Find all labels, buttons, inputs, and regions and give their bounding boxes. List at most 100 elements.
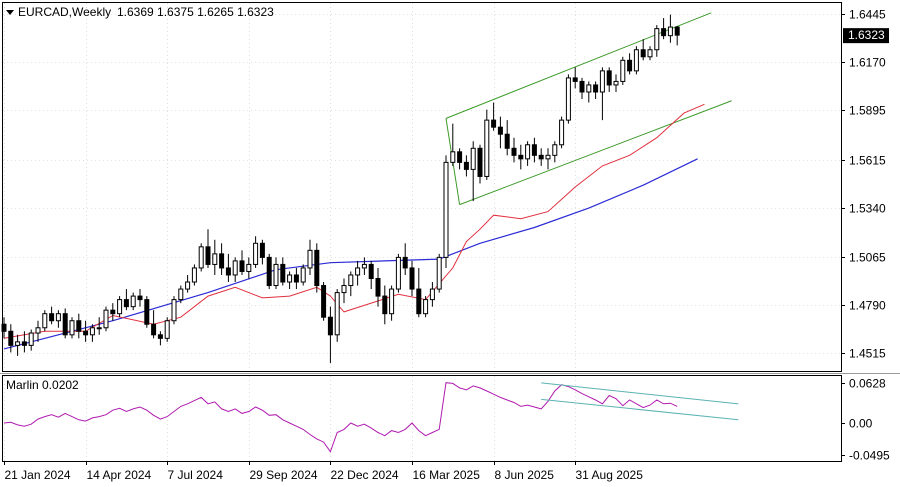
candle-body <box>334 292 340 336</box>
candle-body <box>395 256 401 290</box>
candle <box>117 296 123 318</box>
candle <box>661 18 667 40</box>
candle <box>579 77 585 100</box>
candle <box>55 310 61 328</box>
time-tick-label: 29 Sep 2024 <box>250 468 318 482</box>
candle-body <box>35 327 41 334</box>
candle-body <box>416 288 422 315</box>
candle <box>647 46 653 61</box>
candle-body <box>423 299 429 315</box>
candle <box>253 236 259 268</box>
candle-body <box>307 249 313 269</box>
candle <box>565 74 571 124</box>
marlin-oscillator <box>3 382 739 453</box>
oscillator-channel-upper <box>541 382 739 405</box>
candle <box>525 141 531 166</box>
candle-body <box>246 263 252 272</box>
candle-body <box>144 299 150 325</box>
candle-body <box>1 323 7 332</box>
price-axis: 1.6445 1.6170 1.5895 1.5615 1.5340 1.5065 1.47… <box>841 8 886 361</box>
time-tick-label: 16 Mar 2025 <box>413 468 481 482</box>
candle-body <box>225 267 231 276</box>
candle <box>667 14 673 43</box>
candle <box>198 243 204 272</box>
candle-body <box>266 256 272 287</box>
candle-body <box>8 330 14 346</box>
candle-body <box>504 133 510 149</box>
candle-body <box>627 59 633 72</box>
time-tick-label: 21 Jan 2024 <box>5 468 71 482</box>
time-tick-label: 31 Aug 2025 <box>576 468 644 482</box>
candle-body <box>484 119 490 177</box>
candle-body <box>55 313 61 322</box>
candle <box>185 274 191 293</box>
candle <box>382 285 388 325</box>
candle <box>538 148 544 166</box>
candle <box>450 123 456 166</box>
candle <box>89 324 95 342</box>
indicator-tick-label: 0.00 <box>849 417 873 431</box>
candle-body <box>463 161 469 170</box>
candle-body <box>123 299 129 308</box>
candle-body <box>62 313 68 336</box>
current-price-label: 1.6323 <box>848 28 885 42</box>
candle <box>1 317 7 339</box>
candle-body <box>613 80 619 86</box>
candle <box>389 285 395 321</box>
candle <box>361 257 367 275</box>
candle <box>96 317 102 335</box>
candle-body <box>382 295 388 315</box>
candle <box>314 243 320 293</box>
marlin-oscillator-line <box>3 382 678 453</box>
candle-body <box>620 59 626 82</box>
candle <box>69 317 75 339</box>
price-pane-frame <box>2 2 842 372</box>
candle <box>572 67 578 89</box>
candle-body <box>674 26 680 36</box>
red-moving-average-line <box>3 103 705 339</box>
candle-body <box>191 267 197 283</box>
candlestick-series <box>1 14 680 363</box>
indicator-axis: 0.0628 0.00 -0.0495 <box>841 377 890 463</box>
candle-body <box>110 309 116 315</box>
candle-body <box>640 49 646 58</box>
candle-body <box>538 154 544 160</box>
candle <box>497 116 503 149</box>
candle <box>375 267 381 307</box>
triangle-down-icon[interactable] <box>6 10 14 15</box>
candle-body <box>28 332 34 346</box>
candle-body <box>348 274 354 287</box>
candle <box>395 253 401 293</box>
candle-body <box>219 253 225 269</box>
candle <box>219 243 225 275</box>
candle <box>49 306 55 325</box>
candle <box>504 120 510 156</box>
candle-body <box>457 151 463 163</box>
candle <box>633 46 639 75</box>
candle-body <box>491 119 497 128</box>
candle-body <box>117 299 123 315</box>
candle-body <box>103 309 109 329</box>
candle-body <box>321 285 327 318</box>
price-tick-label: 1.5895 <box>849 104 886 118</box>
oscillator-channel-lower <box>541 398 739 421</box>
candle <box>280 257 286 286</box>
candle-body <box>83 330 89 336</box>
candle-body <box>130 295 136 308</box>
candle <box>409 260 415 297</box>
candle <box>137 289 143 307</box>
candle <box>620 56 626 85</box>
candle <box>266 253 272 290</box>
candle <box>559 116 565 149</box>
candle <box>511 137 517 163</box>
candle <box>477 144 483 184</box>
candle-body <box>436 256 442 290</box>
candle <box>76 313 82 339</box>
candle <box>151 310 157 339</box>
candle <box>164 317 170 342</box>
channel-lower-line <box>459 100 732 206</box>
channel-upper-line <box>445 12 712 119</box>
candle-body <box>69 320 75 336</box>
candle-body <box>518 154 524 160</box>
price-tick-label: 1.5340 <box>849 202 886 216</box>
